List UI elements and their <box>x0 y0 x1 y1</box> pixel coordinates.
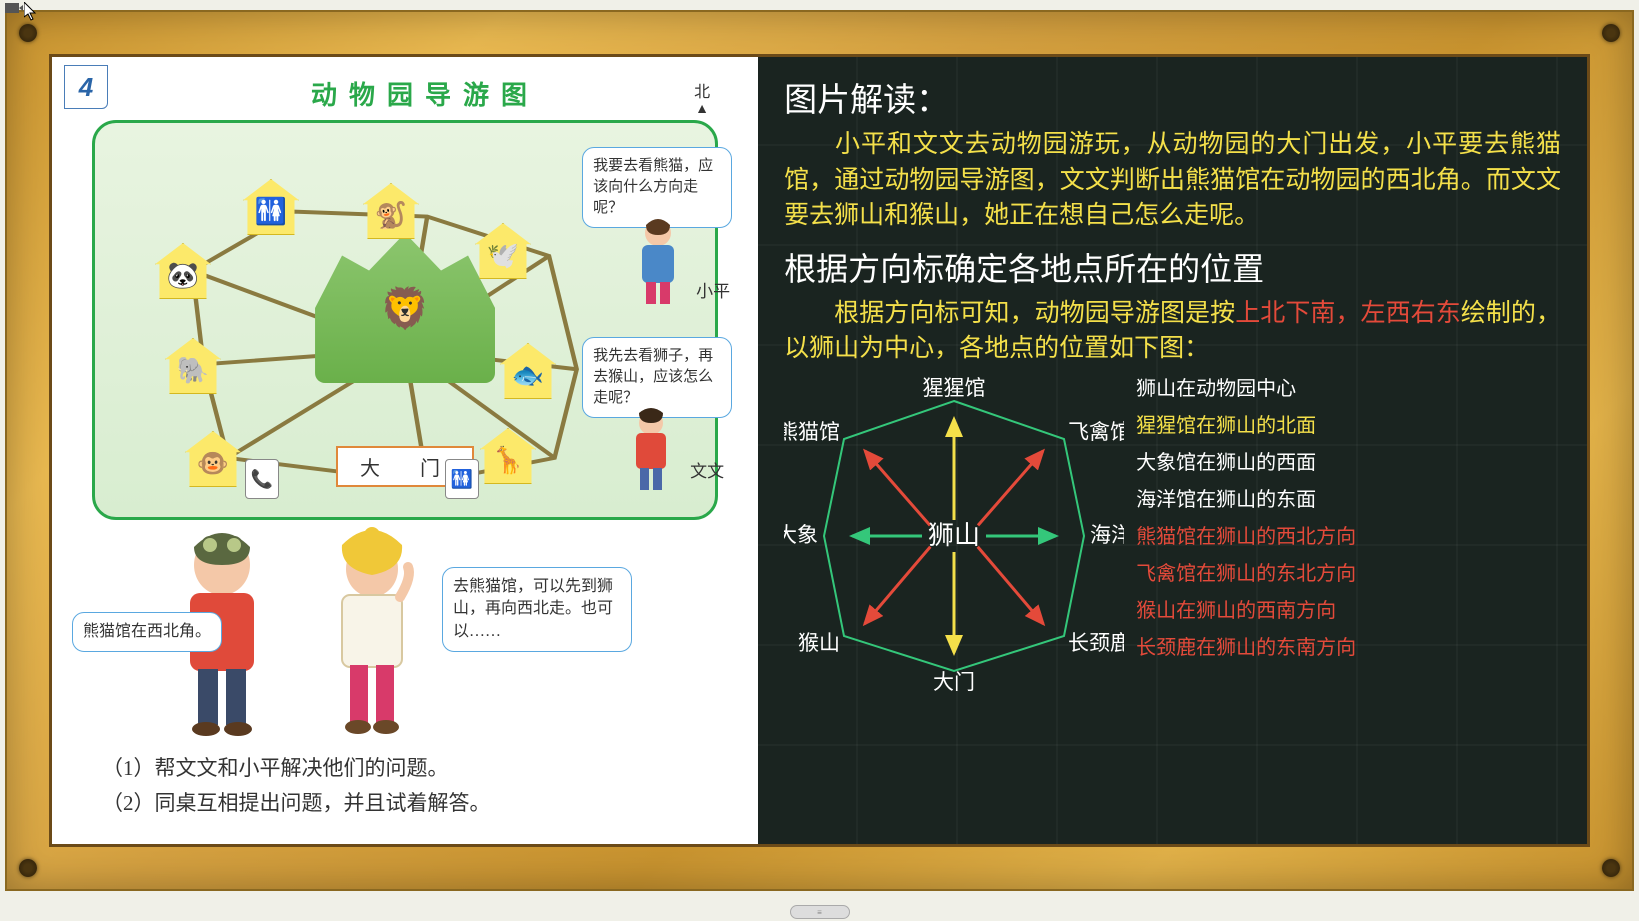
house-monkey: 🐵 <box>185 431 241 487</box>
phone-sign: 📞 <box>245 459 279 499</box>
house-giraffe: 🦒 <box>480 428 536 484</box>
svg-text:海洋馆: 海洋馆 <box>1090 523 1124 547</box>
zoo-map-title: 动物园导游图 <box>112 75 738 112</box>
para-interpretation: 小平和文文去动物园游玩，从动物园的大门出发，小平要去熊猫馆，通过动物园导游图，文… <box>784 127 1561 234</box>
board-container: 4 动物园导游图 北 ▲ <box>49 54 1590 847</box>
compass-diagram: 狮山 猩猩馆飞禽馆海洋馆长颈鹿馆大门 猴山 大象 熊猫馆 <box>784 371 1124 691</box>
location-item: 猩猩馆在狮山的北面 <box>1136 408 1561 445</box>
north-arrow-icon: ▲ <box>694 101 710 115</box>
north-indicator: 北 ▲ <box>694 85 710 115</box>
location-item: 飞禽馆在狮山的东北方向 <box>1136 556 1561 593</box>
wooden-frame: 4 动物园导游图 北 ▲ <box>5 10 1634 891</box>
mouse-cursor <box>24 2 40 22</box>
north-label: 北 <box>694 85 710 101</box>
svg-text:长颈鹿馆: 长颈鹿馆 <box>1068 631 1124 655</box>
house-restroom: 🚻 <box>243 179 299 235</box>
label-xiaoping: 小平 <box>696 277 730 302</box>
location-list: 狮山在动物园中心猩猩馆在狮山的北面大象馆在狮山的西面海洋馆在狮山的东面熊猫馆在狮… <box>1124 371 1561 691</box>
bubble-xiaoping: 我要去看熊猫，应该向什么方向走呢？ <box>582 147 732 228</box>
house-bird: 🕊️ <box>475 223 531 279</box>
lion-icon: 🦁 <box>380 285 430 332</box>
svg-text:猩猩馆: 猩猩馆 <box>923 376 986 400</box>
page-number-badge: 4 <box>64 65 108 109</box>
location-item: 猴山在狮山的西南方向 <box>1136 593 1561 630</box>
textbook-page: 4 动物园导游图 北 ▲ <box>52 57 758 844</box>
svg-text:猴山: 猴山 <box>798 631 840 655</box>
house-panda: 🐼 <box>155 243 211 299</box>
bubble-wenwen: 我先去看狮子，再去猴山，应该怎么走呢？ <box>582 337 732 418</box>
child-xiaoping <box>628 217 688 312</box>
svg-text:大象: 大象 <box>784 523 818 547</box>
house-fish: 🐟 <box>500 343 556 399</box>
location-item: 熊猫馆在狮山的西北方向 <box>1136 519 1561 556</box>
svg-text:大门: 大门 <box>933 670 975 691</box>
child-girl <box>312 527 432 747</box>
location-item: 长颈鹿在狮山的东南方向 <box>1136 630 1561 667</box>
svg-text:飞禽馆: 飞禽馆 <box>1068 420 1124 444</box>
restroom-sign: 🚻 <box>445 459 479 499</box>
location-item: 狮山在动物园中心 <box>1136 371 1561 408</box>
svg-text:熊猫馆: 熊猫馆 <box>784 420 840 444</box>
para-directions: 根据方向标可知，动物园导游图是按上北下南，左西右东绘制的，以狮山为中心，各地点的… <box>784 296 1561 367</box>
house-gorilla: 🐒 <box>363 183 419 239</box>
lion-mountain: 🦁 <box>315 233 495 383</box>
question-2: （2）同桌互相提出问题，并且试着解答。 <box>102 786 738 822</box>
camera-icon <box>5 3 19 13</box>
questions-block: （1）帮文文和小平解决他们的问题。 （2）同桌互相提出问题，并且试着解答。 <box>72 751 738 822</box>
bubble-route: 去熊猫馆，可以先到狮山，再向西北走。也可以…… <box>442 567 632 652</box>
bubble-location: 熊猫馆在西北角。 <box>72 612 222 652</box>
house-elephant: 🐘 <box>165 338 221 394</box>
nail-icon <box>1602 859 1620 877</box>
heading-interpretation: 图片解读： <box>784 73 1561 121</box>
location-item: 大象馆在狮山的西面 <box>1136 445 1561 482</box>
diagram-section: 狮山 猩猩馆飞禽馆海洋馆长颈鹿馆大门 猴山 大象 熊猫馆 狮山在动物园中心猩猩馆在狮山的… <box>784 371 1561 691</box>
slide-handle[interactable]: ≡ <box>790 905 850 919</box>
svg-text:狮山: 狮山 <box>928 521 980 550</box>
heading-directions: 根据方向标确定各地点所在的位置 <box>784 244 1561 290</box>
label-wenwen: 文文 <box>690 457 724 482</box>
blackboard: 图片解读： 小平和文文去动物园游玩，从动物园的大门出发，小平要去熊猫馆，通过动物… <box>758 57 1587 844</box>
nail-icon <box>19 859 37 877</box>
question-1: （1）帮文文和小平解决他们的问题。 <box>102 751 738 787</box>
child-wenwen <box>623 407 678 497</box>
location-item: 海洋馆在狮山的东面 <box>1136 482 1561 519</box>
